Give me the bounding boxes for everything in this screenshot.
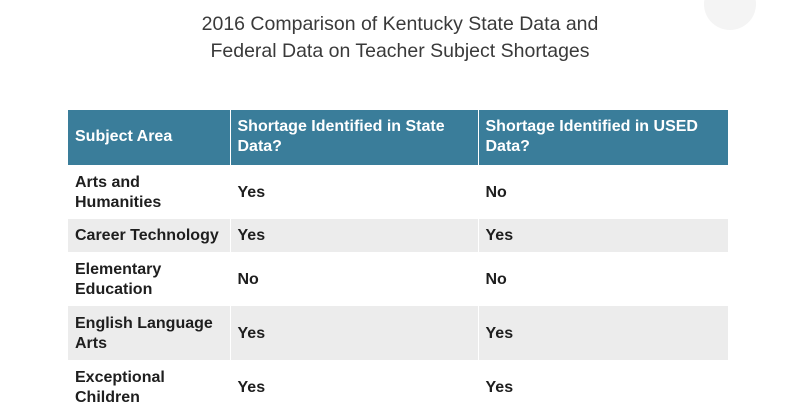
cell-used-shortage: Yes bbox=[478, 360, 728, 410]
cell-used-shortage: Yes bbox=[478, 219, 728, 252]
table-row: English Language Arts Yes Yes bbox=[68, 306, 728, 360]
cell-used-shortage: Yes bbox=[478, 306, 728, 360]
header-used-shortage: Shortage Identified in USED Data? bbox=[478, 110, 728, 165]
cell-used-shortage: No bbox=[478, 165, 728, 219]
header-state-shortage: Shortage Identified in State Data? bbox=[230, 110, 479, 165]
table-row: Career Technology Yes Yes bbox=[68, 219, 728, 252]
table-row: Elementary Education No No bbox=[68, 252, 728, 306]
cell-state-shortage: Yes bbox=[230, 219, 479, 252]
header-subject-area: Subject Area bbox=[68, 110, 231, 165]
cell-subject: Arts and Humanities bbox=[68, 165, 231, 219]
cell-state-shortage: No bbox=[230, 252, 479, 306]
cell-state-shortage: Yes bbox=[230, 165, 479, 219]
shortage-table: Subject Area Shortage Identified in Stat… bbox=[68, 110, 728, 410]
table-header-row: Subject Area Shortage Identified in Stat… bbox=[68, 110, 728, 165]
cell-subject: English Language Arts bbox=[68, 306, 231, 360]
cell-state-shortage: Yes bbox=[230, 306, 479, 360]
table-row: Exceptional Children Yes Yes bbox=[68, 360, 728, 410]
title-line-2: Federal Data on Teacher Subject Shortage… bbox=[210, 40, 590, 62]
page-title: 2016 Comparison of Kentucky State Data a… bbox=[0, 11, 800, 65]
cell-subject: Career Technology bbox=[68, 219, 231, 252]
cell-used-shortage: No bbox=[478, 252, 728, 306]
table-row: Arts and Humanities Yes No bbox=[68, 165, 728, 219]
cell-subject: Elementary Education bbox=[68, 252, 231, 306]
cell-state-shortage: Yes bbox=[230, 360, 479, 410]
title-line-1: 2016 Comparison of Kentucky State Data a… bbox=[201, 13, 599, 35]
cell-subject: Exceptional Children bbox=[68, 360, 231, 410]
